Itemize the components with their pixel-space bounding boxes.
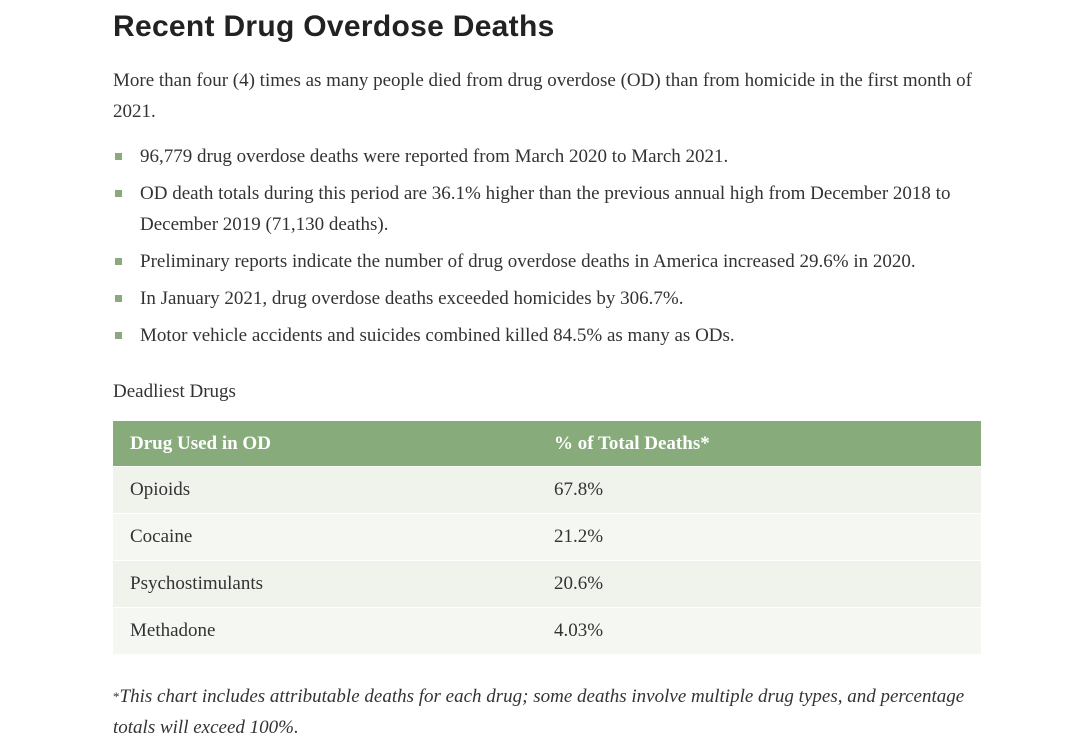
cell: 67.8% (537, 466, 981, 514)
column-header: % of Total Deaths* (537, 421, 981, 467)
column-header: Drug Used in OD (113, 421, 537, 467)
cell: Opioids (113, 466, 537, 514)
header-row: Drug Used in OD % of Total Deaths* (113, 421, 981, 467)
intro: More than four (4) times as many people … (113, 70, 973, 122)
cell: Psychostimulants (113, 560, 537, 608)
row: Cocaine 21.2% (113, 513, 981, 561)
bullet: OD death totals during this period are 3… (113, 178, 981, 240)
bullet-text: Motor vehicle accidents and suicides com… (140, 325, 735, 346)
bullet: 96,779 drug overdose deaths were reporte… (113, 141, 981, 172)
bullet-marker (115, 332, 122, 339)
row: Psychostimulants 20.6% (113, 560, 981, 608)
bullet-text: In January 2021, drug overdose deaths ex… (140, 288, 684, 309)
bullet-marker (115, 258, 122, 265)
row: Opioids 67.8% (113, 466, 981, 514)
cell: 20.6% (537, 560, 981, 608)
cell: Methadone (113, 607, 537, 654)
bullet: Preliminary reports indicate the number … (113, 246, 981, 277)
article: Recent Drug Overdose Deaths More than fo… (113, 0, 981, 743)
bullet: Motor vehicle accidents and suicides com… (113, 320, 981, 351)
bullet-list: 96,779 drug overdose deaths were reporte… (113, 141, 981, 351)
bullet-text: 96,779 drug overdose deaths were reporte… (140, 146, 729, 167)
cell: 21.2% (537, 513, 981, 561)
cell: 4.03% (537, 607, 981, 654)
bullet-marker (115, 153, 122, 160)
row: Methadone 4.03% (113, 607, 981, 654)
bullet: In January 2021, drug overdose deaths ex… (113, 283, 981, 314)
drug-table: Drug Used in OD % of Total Deaths* Opioi… (113, 421, 981, 654)
bullet-marker (115, 295, 122, 302)
footnote: *This chart includes attributable deaths… (113, 681, 981, 743)
bullet-text: OD death totals during this period are 3… (140, 183, 951, 235)
cell: Cocaine (113, 513, 537, 561)
title: Recent Drug Overdose Deaths (113, 10, 555, 43)
footnote-text: This chart includes attributable deaths … (113, 686, 965, 738)
table-caption: Deadliest Drugs (113, 381, 236, 402)
bullet-marker (115, 190, 122, 197)
bullet-text: Preliminary reports indicate the number … (140, 251, 916, 272)
footnote-marker: * (113, 689, 120, 704)
